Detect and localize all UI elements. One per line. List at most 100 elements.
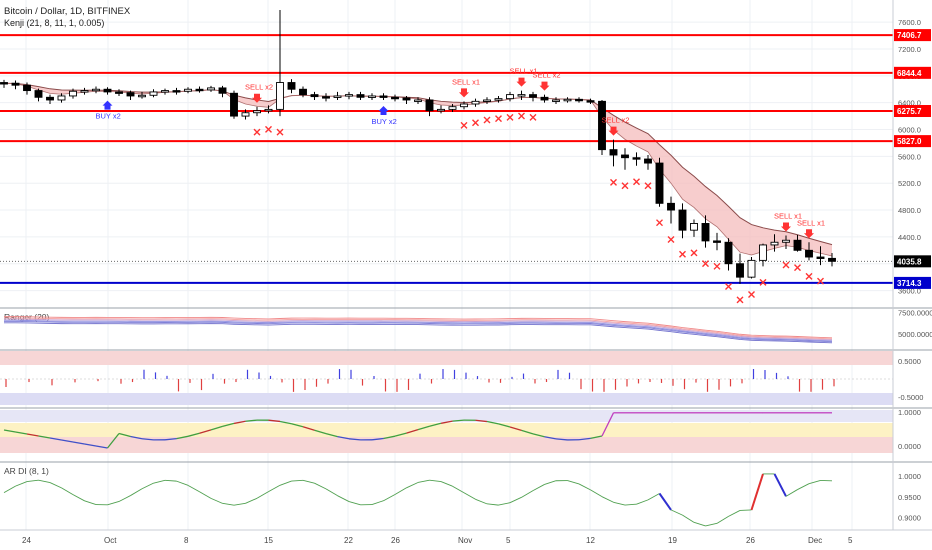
ardi-line: [417, 479, 430, 483]
tdi-line: [106, 433, 120, 449]
candle-body: [724, 241, 733, 265]
ranger-band: [3, 316, 833, 339]
candle-body: [379, 95, 388, 98]
tdi-line: [26, 433, 39, 437]
candle-body: [632, 157, 641, 160]
time-tick: Nov: [458, 536, 472, 545]
sell-x-marker: [518, 112, 525, 120]
tdi-line: [475, 419, 488, 423]
chart-title: Bitcoin / Dollar, 1D, BITFINEX: [4, 6, 131, 17]
ranger-band: [3, 320, 833, 343]
price-tick: 7200.0: [898, 45, 921, 54]
sell-x-marker: [633, 178, 640, 186]
sell-x-marker: [495, 115, 502, 123]
time-tick: 5: [848, 536, 853, 545]
sell-x-marker: [483, 116, 491, 124]
ardi-line: [773, 473, 787, 497]
ardi-line: [463, 492, 476, 500]
candle-body: [138, 94, 146, 98]
sell-x-marker: [265, 125, 272, 133]
candle-body: [184, 88, 192, 92]
msi-tick: 0.5000: [898, 357, 921, 366]
ardi-line: [291, 479, 304, 482]
ardi-line: [486, 503, 499, 506]
candle-body: [529, 94, 537, 98]
candle-body: [103, 88, 112, 93]
candle-body: [149, 91, 158, 96]
sell-arrow-icon: [516, 77, 527, 87]
sell-label: SELL x2: [602, 116, 630, 125]
ardi-tick: 1.0000: [898, 472, 921, 481]
ardi-line: [670, 509, 683, 516]
time-tick: 26: [391, 536, 400, 545]
candle-body: [414, 99, 422, 102]
candle-body: [494, 98, 503, 101]
ardi-line: [49, 482, 62, 489]
msi-upper-zone: [0, 351, 893, 365]
price-label: 6844.4: [897, 69, 922, 78]
ardi-line: [797, 483, 810, 490]
candle-body: [655, 162, 664, 204]
ardi-line: [532, 484, 545, 491]
tdi-neutral-zone: [0, 423, 893, 437]
indicator-label: Kenji (21, 8, 11, 1, 0.005): [4, 18, 104, 28]
ardi-line: [544, 480, 557, 485]
sell-x-marker: [759, 278, 767, 286]
tdi-line: [302, 426, 315, 431]
time-tick: 24: [22, 536, 31, 545]
ardi-line: [164, 479, 177, 482]
tdi-line: [84, 443, 97, 447]
ardi-line: [624, 503, 637, 506]
sell-arrow-icon: [608, 126, 619, 136]
candle-body: [770, 241, 779, 246]
ardi-line: [348, 501, 361, 506]
ardi-line: [383, 494, 396, 502]
candle-body: [391, 96, 399, 100]
tdi-line: [486, 420, 499, 425]
ranger-band: [3, 318, 833, 341]
tdi-line: [417, 425, 430, 431]
ardi-line: [429, 479, 442, 483]
price-tick: 4400.0: [898, 233, 921, 242]
sell-arrow-icon: [459, 88, 469, 98]
sell-arrow-icon: [252, 93, 262, 103]
tdi-line: [61, 439, 74, 443]
tdi-line: [383, 435, 396, 440]
candle-body: [517, 94, 526, 97]
candle-body: [678, 209, 687, 231]
candle-body: [0, 82, 8, 85]
candle-body: [747, 259, 756, 278]
ardi-line: [636, 499, 649, 505]
candle-body: [471, 100, 480, 105]
candle-body: [218, 87, 227, 94]
ardi-line: [578, 483, 591, 491]
ardi-line: [302, 479, 315, 484]
candle-body: [80, 90, 89, 93]
candle-body: [241, 112, 250, 117]
tdi-line: [187, 432, 200, 437]
buy-arrow-icon: [102, 100, 113, 110]
price-label: 6275.7: [897, 107, 922, 116]
tdi-line: [498, 423, 511, 428]
sell-x-marker: [725, 282, 732, 290]
price-label-box: [894, 135, 931, 148]
ranger-band: [3, 317, 833, 340]
sell-x-marker: [748, 291, 755, 298]
sell-label: SELL x1: [452, 77, 480, 86]
tdi-line: [72, 441, 85, 445]
candle-body: [736, 263, 744, 278]
candle-body: [299, 88, 307, 96]
candle-body: [333, 95, 342, 98]
ardi-line: [785, 489, 798, 497]
candle-body: [195, 88, 204, 92]
candle-body: [69, 90, 77, 97]
sell-label: SELL x1: [774, 212, 802, 221]
tdi-line: [509, 426, 522, 432]
sell-x-marker: [690, 249, 698, 257]
ardi-line: [705, 522, 718, 527]
current-price-label: 4035.8: [897, 257, 922, 266]
sell-x-marker: [253, 128, 261, 136]
ardi-line: [15, 481, 28, 487]
price-tick: 3600.0: [898, 287, 921, 296]
